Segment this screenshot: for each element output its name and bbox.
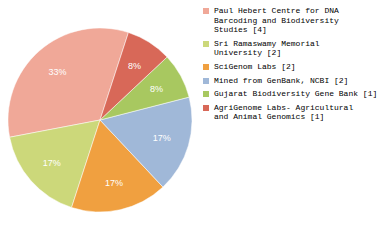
html-text:Paul Hebert Centre for DNA Bar: Paul Hebert Centre for DNA Barcoding and… [214, 6, 339, 35]
html-text:AgriGenome Labs- Agricultural: AgriGenome Labs- Agricultural and Animal… [214, 102, 354, 122]
html-text:Gujarat Biodiversity Gene Bank: Gujarat Biodiversity Gene Bank [1] [214, 89, 378, 99]
svg-text:17%: 17% [153, 133, 171, 143]
html-text:Sri Ramaswamy Memorial Univers: Sri Ramaswamy Memorial University [2] [214, 38, 320, 58]
svg-text:17%: 17% [105, 178, 123, 188]
svg-text:8%: 8% [128, 61, 141, 71]
html-text:Mined from GenBank, NCBI [2]: Mined from GenBank, NCBI [2] [214, 75, 349, 85]
html-text:SciGenom Labs [2]: SciGenom Labs [2] [214, 62, 296, 71]
svg-text:8%: 8% [150, 84, 163, 94]
svg-text:17%: 17% [43, 158, 61, 168]
svg-text:33%: 33% [48, 67, 66, 77]
